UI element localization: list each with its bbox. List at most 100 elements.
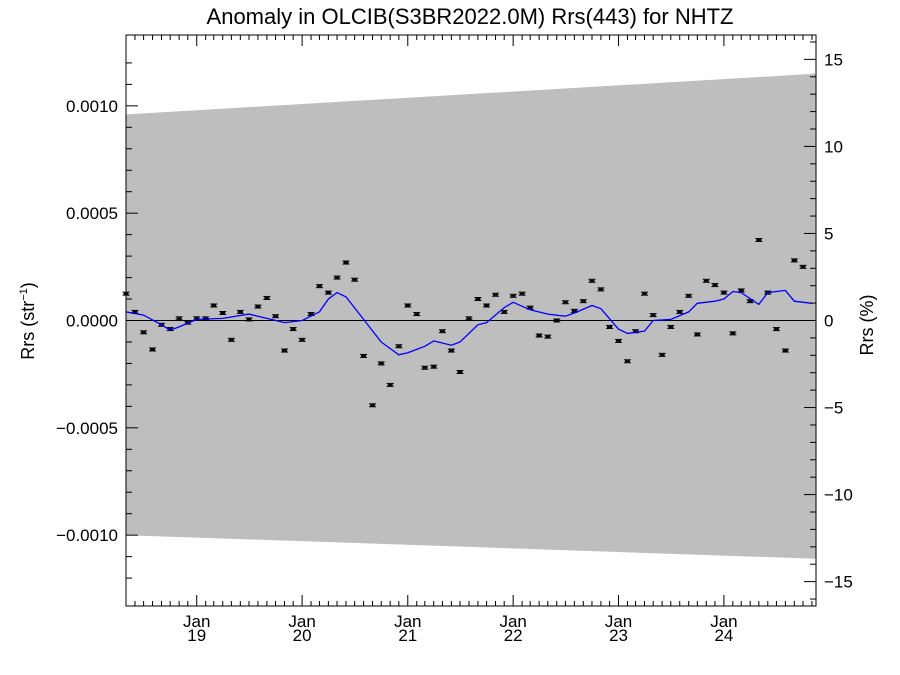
data-point [474, 297, 482, 302]
data-point [737, 288, 745, 293]
data-point [615, 338, 623, 343]
data-point-marker [228, 338, 234, 341]
data-point [404, 303, 412, 308]
data-point-marker [422, 366, 428, 369]
data-point-marker [536, 334, 542, 337]
data-point [254, 304, 262, 309]
y-left-tick-label: −0.0005 [56, 419, 118, 438]
y-right-tick-label: 10 [824, 137, 843, 156]
y-right-tick-label: −5 [824, 399, 843, 418]
data-point-marker [281, 349, 287, 352]
data-point-marker [633, 330, 639, 333]
x-tick-label-year: 23 [609, 626, 628, 645]
data-point [395, 344, 403, 349]
data-point [465, 316, 473, 321]
data-point [219, 310, 227, 315]
y-left-tick-label: 0.0005 [66, 204, 118, 223]
data-point [518, 291, 526, 296]
data-point [351, 277, 359, 282]
data-point [289, 327, 297, 332]
x-tick-label-year: 19 [187, 626, 206, 645]
data-point-marker [616, 339, 622, 342]
data-point-marker [273, 315, 279, 318]
data-point-marker [405, 304, 411, 307]
data-point [175, 316, 183, 321]
data-point-marker [527, 306, 533, 309]
data-point-marker [466, 317, 472, 320]
data-point [597, 287, 605, 292]
y-right-tick-label: −10 [824, 486, 853, 505]
data-point [342, 260, 350, 265]
data-point [790, 258, 798, 263]
data-point [711, 283, 719, 288]
data-point-marker [562, 301, 568, 304]
data-point [324, 290, 332, 295]
x-tick-label-year: 20 [293, 626, 312, 645]
y-axis-label-right: Rrs (%) [857, 295, 877, 356]
data-point [483, 303, 491, 308]
x-tick-label-month: Jan [394, 612, 421, 631]
data-point-marker [598, 288, 604, 291]
data-point-marker [316, 285, 322, 288]
data-point [544, 334, 552, 339]
axis-ticks: 0.0010 0.0005 0.0000 −0.0005 −0.0010 15 10 5 0 −5… [56, 35, 853, 645]
data-point-marker [501, 310, 507, 313]
data-point-marker [132, 310, 138, 313]
data-point [772, 327, 780, 332]
x-tick-label-month: Jan [710, 612, 737, 631]
y-right-tick-label: 0 [824, 312, 833, 331]
data-point-marker [167, 328, 173, 331]
data-point [430, 364, 438, 369]
data-point-marker [211, 304, 217, 307]
data-point [360, 353, 368, 358]
data-point-marker [791, 259, 797, 262]
data-point [606, 324, 614, 329]
data-point-marker [176, 317, 182, 320]
data-point-marker [299, 338, 305, 341]
x-tick-label-month: Jan [605, 612, 632, 631]
data-point-marker [141, 331, 147, 334]
data-point-marker [431, 365, 437, 368]
data-point-marker [730, 332, 736, 335]
data-point [676, 309, 684, 314]
data-point [315, 284, 323, 289]
data-point-marker [308, 313, 314, 316]
data-point [641, 291, 649, 296]
data-point-marker [747, 300, 753, 303]
data-point [658, 352, 666, 357]
data-point [413, 312, 421, 317]
data-point-marker [694, 333, 700, 336]
data-point-marker [484, 304, 490, 307]
y-right-tick-label: 5 [824, 224, 833, 243]
x-tick-label-month: Jan [288, 612, 315, 631]
data-point [535, 333, 543, 338]
data-point-marker [237, 310, 243, 313]
data-point [227, 337, 235, 342]
data-point-marker [703, 279, 709, 282]
data-point-marker [554, 319, 560, 322]
uncertainty-band [126, 73, 816, 559]
data-point-marker [782, 349, 788, 352]
data-point [456, 370, 464, 375]
data-point-marker [545, 335, 551, 338]
data-point-marker [290, 328, 296, 331]
data-point-marker [493, 293, 499, 296]
data-point [236, 309, 244, 314]
data-point-marker [343, 261, 349, 264]
data-point-marker [642, 292, 648, 295]
data-point [799, 264, 807, 269]
x-tick-label-month: Jan [499, 612, 526, 631]
data-point-marker [800, 265, 806, 268]
data-point [755, 238, 763, 243]
data-point-marker [580, 300, 586, 303]
data-point-marker [686, 294, 692, 297]
data-point-marker [378, 362, 384, 365]
data-point-marker [721, 291, 727, 294]
data-point-marker [571, 309, 577, 312]
data-point-marker [448, 349, 454, 352]
data-point [386, 382, 394, 387]
data-point [140, 330, 148, 335]
smoothed-line [125, 289, 813, 356]
data-point-marker [457, 371, 463, 374]
